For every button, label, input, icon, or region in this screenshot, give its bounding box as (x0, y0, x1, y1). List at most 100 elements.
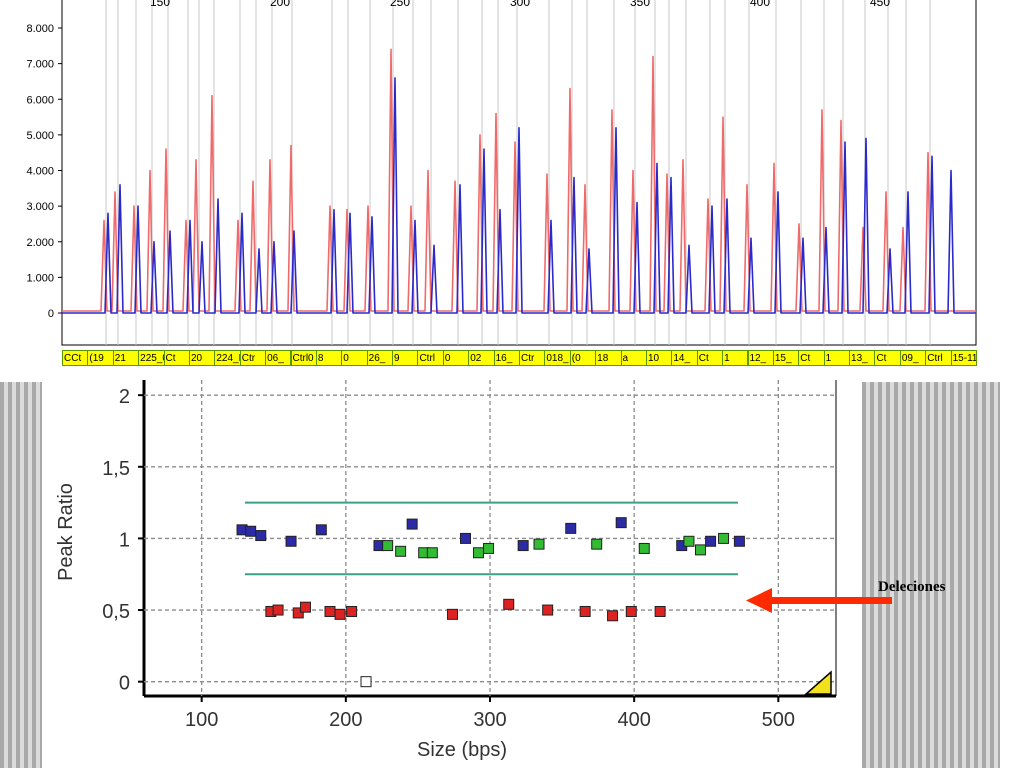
lane-label: 224_HB (214, 350, 241, 366)
lane-label: Ctrl (417, 350, 444, 366)
blue-marker (406, 518, 418, 530)
electropherogram-panel: 8.000 7.000 6.000 5.000 4.000 3.000 2.000 1.000… (0, 0, 1000, 382)
red-trace (62, 48, 976, 312)
red-marker (346, 605, 358, 617)
lane-label: Ct (798, 350, 825, 366)
lane-label: CCt (62, 350, 89, 366)
red-marker (503, 598, 515, 610)
green-marker (533, 538, 545, 550)
lane-label: 225_0 (138, 350, 165, 366)
red-marker (654, 605, 666, 617)
x-axis-title: Size (bps) (417, 739, 507, 761)
lane-label: 13_ (849, 350, 876, 366)
red-marker (607, 610, 619, 622)
x-tick-label: 200 (329, 709, 362, 731)
arrow-head (746, 588, 772, 613)
y-axis-title: Peak Ratio (55, 483, 77, 581)
green-marker (395, 545, 407, 557)
y-tick-label: 1.000 (26, 272, 54, 284)
lane-label: 15_ (772, 350, 800, 366)
green-marker (683, 535, 695, 547)
lane-label: Ctr (519, 350, 546, 366)
deleciones-arrow (746, 588, 892, 613)
peak-ratio-panel: 0 0,5 1 1,5 2 100 200 300 400 500 Size (bps) Peak R… (44, 380, 862, 768)
blue-marker (315, 524, 327, 536)
y-tick-label: 0,5 (102, 601, 130, 623)
lane-label: 0 (442, 350, 470, 366)
lane-label: (19 (87, 350, 114, 366)
lane-label: 06_ (265, 350, 292, 366)
y-tick-label: 5.000 (26, 130, 54, 142)
lane-label: 1 (722, 350, 749, 366)
red-marker (625, 605, 637, 617)
red-marker (579, 605, 591, 617)
x-tick-label: 300 (510, 0, 530, 9)
blue-marker (733, 535, 745, 547)
lane-label: Ctrl0 (290, 350, 317, 366)
green-marker (426, 547, 438, 559)
y-tick-label: 1 (119, 529, 130, 551)
y-tick-label: 3.000 (26, 201, 54, 213)
lane-label: 018_ (544, 350, 571, 366)
lane-label: a (620, 350, 647, 366)
blue-marker (517, 540, 529, 552)
x-tick-label: 200 (270, 0, 290, 9)
x-tick-label: 250 (390, 0, 410, 9)
lane-label: 16_ (493, 350, 520, 366)
x-tick-label: 400 (617, 709, 650, 731)
x-tick-label: 450 (870, 0, 890, 9)
lane-label: 9 (392, 350, 419, 366)
x-tick-label: 150 (150, 0, 170, 9)
lane-label-bar: CCt(1921225_0Ct20224_HBCtr06_Ctrl08026_9… (62, 350, 977, 368)
lane-label: 02 (468, 350, 495, 366)
green-marker (638, 542, 650, 554)
deleciones-label: Deleciones (878, 579, 946, 595)
lane-label: 15-11p14 (950, 350, 977, 366)
red-marker (447, 608, 459, 620)
lane-label: 0 (341, 350, 368, 366)
red-marker (542, 604, 554, 616)
blue-marker (255, 530, 267, 542)
blue-marker (245, 525, 257, 537)
green-marker (472, 547, 484, 559)
green-marker (591, 538, 603, 550)
y-tick-label: 8.000 (26, 23, 54, 35)
red-marker (272, 604, 284, 616)
x-tick-label: 350 (630, 0, 650, 9)
lane-label: 26_ (366, 350, 394, 366)
blue-marker (459, 532, 471, 544)
y-tick-label: 2 (119, 386, 130, 408)
lane-label: 1 (823, 350, 851, 366)
lane-label: Ct (696, 350, 724, 366)
lane-label: 21 (112, 350, 140, 366)
blue-marker (615, 517, 627, 529)
hollow-marker (360, 676, 372, 688)
lane-label: Ct (874, 350, 901, 366)
x-tick-label: 400 (750, 0, 770, 9)
blue-marker (565, 522, 577, 534)
y-tick-label: 4.000 (26, 166, 54, 178)
x-tick-label: 500 (762, 709, 795, 731)
arrow-shaft (764, 597, 892, 604)
resize-corner-icon (804, 670, 832, 695)
green-marker (718, 532, 730, 544)
x-tick-label: 100 (185, 709, 218, 731)
y-tick-label: 1,5 (102, 458, 130, 480)
y-tick-label: 2.000 (26, 237, 54, 249)
lane-label: 20 (188, 350, 216, 366)
blue-trace (62, 77, 976, 314)
lane-label: (0 (569, 350, 597, 366)
y-tick-label: 0 (48, 308, 54, 320)
green-marker (694, 544, 706, 556)
blue-marker (285, 535, 297, 547)
lane-label: Ctrl (925, 350, 952, 366)
lane-label: 8 (315, 350, 343, 366)
x-tick-label: 300 (473, 709, 506, 731)
lane-label: Ctr (239, 350, 267, 366)
green-marker (483, 542, 495, 554)
blue-marker (705, 535, 717, 547)
lane-label: 09_ (899, 350, 927, 366)
electropherogram-chart: 8.000 7.000 6.000 5.000 4.000 3.000 2.000 1.000… (26, 0, 977, 346)
red-marker (292, 607, 304, 619)
y-tick-label: 6.000 (26, 94, 54, 106)
